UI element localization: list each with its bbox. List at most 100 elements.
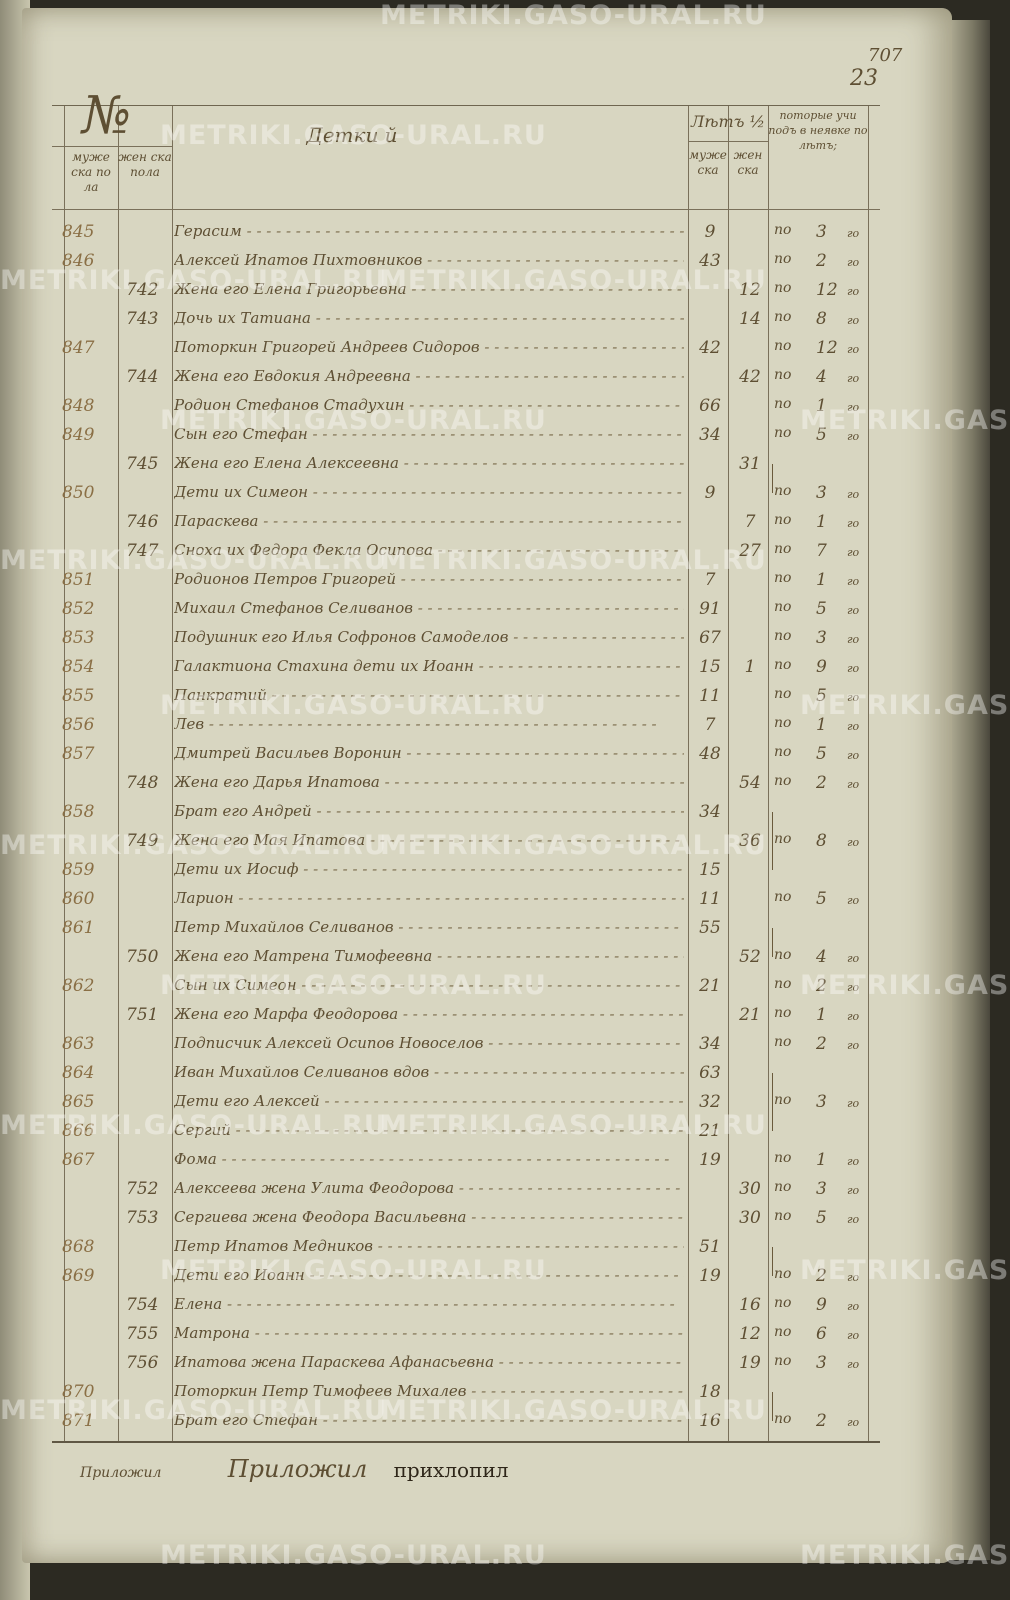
po-label: по [774, 976, 792, 992]
register-row: 856 Лев 7 по 1 го [52, 711, 880, 740]
female-age: 42 [739, 367, 761, 387]
po-label: по [774, 599, 792, 615]
po-label: по [774, 889, 792, 905]
female-number: 753 [126, 1208, 159, 1228]
prior-count: 8 [816, 831, 827, 851]
register-row: 745 Жена его Елена Алексеевна 31 [52, 450, 880, 479]
register-row: 871 Брат его Стефан 16 по 2 го [52, 1407, 880, 1436]
female-age: 19 [739, 1353, 761, 1373]
prior-count: 7 [816, 541, 827, 561]
signature-2: Приложил [227, 1455, 368, 1483]
male-number: 858 [62, 802, 95, 822]
po-label: по [774, 628, 792, 644]
header-male-number: муже ска по ла [71, 150, 111, 194]
po-label: по [774, 773, 792, 789]
prior-count: 9 [816, 657, 827, 677]
male-age: 55 [699, 918, 721, 938]
po-label: по [774, 1324, 792, 1340]
prior-count: 5 [816, 599, 827, 619]
register-row: 751 Жена его Марфа Феодорова 21 по 1 го [52, 1001, 880, 1030]
prior-count: 3 [816, 1353, 827, 1373]
year-abbrev: го [847, 1039, 860, 1052]
prior-count: 4 [816, 367, 827, 387]
person-name: Сергий [174, 1121, 684, 1139]
male-number: 854 [62, 657, 95, 677]
po-label: по [774, 512, 792, 528]
prior-count: 1 [816, 1150, 827, 1170]
year-abbrev: го [847, 372, 860, 385]
person-name: Сын его Стефан [174, 425, 684, 443]
prior-count: 12 [816, 338, 838, 358]
register-row: 846 Алексей Ипатов Пихтовников 43 по 2 го [52, 247, 880, 276]
male-age: 9 [704, 483, 716, 503]
male-age: 34 [699, 802, 721, 822]
female-age: 12 [739, 1324, 761, 1344]
register-row: 869 Дети его Иоанн 19 по 2 го [52, 1262, 880, 1291]
register-row: 867 Фома 19 по 1 го [52, 1146, 880, 1175]
register-row: 860 Ларион 11 по 5 го [52, 885, 880, 914]
register-row: 850 Дети их Симеон 9 по 3 го [52, 479, 880, 508]
year-abbrev: го [847, 1213, 860, 1226]
person-name: Ипатова жена Параскева Афанасьевна [174, 1353, 684, 1371]
male-number: 871 [62, 1411, 95, 1431]
person-name: Жена его Елена Алексеевна [174, 454, 684, 472]
female-age: 21 [739, 1005, 761, 1025]
group-bracket [768, 1088, 773, 1117]
male-age: 21 [699, 976, 721, 996]
year-abbrev: го [847, 604, 860, 617]
male-number: 869 [62, 1266, 95, 1286]
po-label: по [774, 1092, 792, 1108]
male-age: 34 [699, 1034, 721, 1054]
prior-count: 2 [816, 1034, 827, 1054]
male-age: 19 [699, 1266, 721, 1286]
po-label: по [774, 309, 792, 325]
person-name: Брат его Стефан [174, 1411, 684, 1429]
male-number: 845 [62, 222, 95, 242]
po-label: по [774, 1295, 792, 1311]
po-label: по [774, 947, 792, 963]
year-abbrev: го [847, 575, 860, 588]
po-label: по [774, 570, 792, 586]
register-row: 863 Подписчик Алексей Осипов Новоселов 34 п… [52, 1030, 880, 1059]
group-bracket [768, 1117, 773, 1131]
male-number: 857 [62, 744, 95, 764]
po-label: по [774, 222, 792, 238]
header-names: Детки й [306, 123, 398, 147]
po-label: по [774, 251, 792, 267]
group-bracket [768, 1392, 773, 1407]
person-name: Петр Ипатов Медников [174, 1237, 684, 1255]
year-abbrev: го [847, 285, 860, 298]
prior-count: 5 [816, 744, 827, 764]
year-abbrev: го [847, 517, 860, 530]
person-name: Михаил Стефанов Селиванов [174, 599, 684, 617]
prior-count: 3 [816, 1179, 827, 1199]
person-name: Подписчик Алексей Осипов Новоселов [174, 1034, 684, 1052]
year-abbrev: го [847, 1300, 860, 1313]
person-name: Иван Михайлов Селиванов вдов [174, 1063, 684, 1081]
register-row: 845 Герасим 9 по 3 го [52, 218, 880, 247]
female-number: 755 [126, 1324, 159, 1344]
register-row: 866 Сергий 21 [52, 1117, 880, 1146]
person-name: Сын их Симеон [174, 976, 684, 994]
register-row: 750 Жена его Матрена Тимофеевна 52 по 4 го [52, 943, 880, 972]
prior-count: 6 [816, 1324, 827, 1344]
male-age: 43 [699, 251, 721, 271]
male-age: 51 [699, 1237, 721, 1257]
female-number: 748 [126, 773, 159, 793]
year-abbrev: го [847, 981, 860, 994]
group-bracket [768, 1247, 773, 1262]
male-number: 865 [62, 1092, 95, 1112]
prior-count: 5 [816, 686, 827, 706]
register-row: 847 Поторкин Григорей Андреев Сидоров 42 по… [52, 334, 880, 363]
female-number: 754 [126, 1295, 159, 1315]
male-age: 42 [699, 338, 721, 358]
year-abbrev: го [847, 401, 860, 414]
male-age: 7 [704, 715, 716, 735]
group-bracket [768, 1262, 773, 1276]
person-name: Сергиева жена Феодора Васильевна [174, 1208, 684, 1226]
male-age: 11 [699, 889, 721, 909]
person-name: Дочь их Татиана [174, 309, 684, 327]
po-label: по [774, 1411, 792, 1427]
po-label: по [774, 483, 792, 499]
register-row: 851 Родионов Петров Григорей 7 по 1 го [52, 566, 880, 595]
